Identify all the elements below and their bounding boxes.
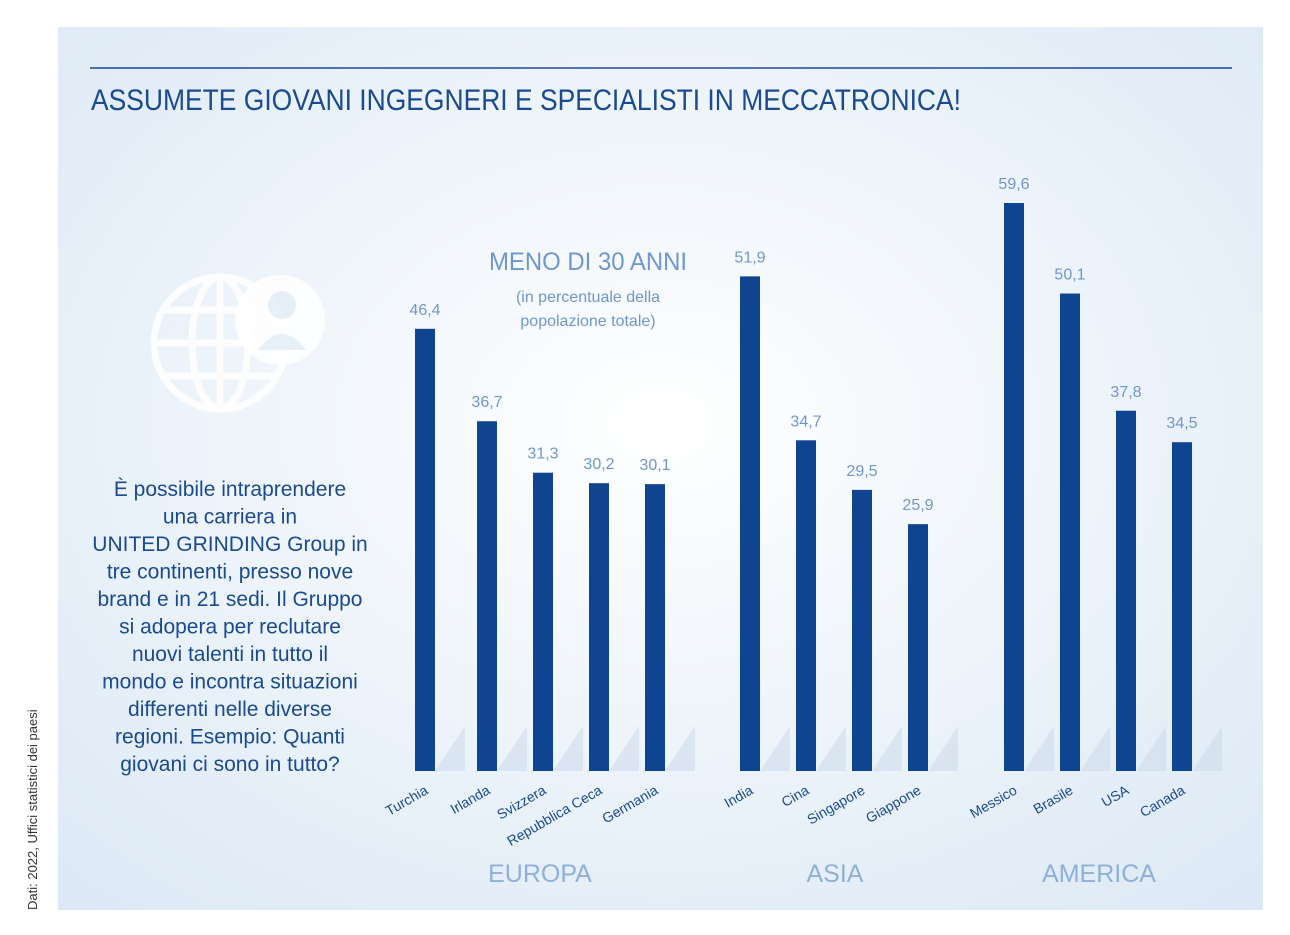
value-label: 36,7 xyxy=(471,394,502,411)
body-text: giovani ci sono in tutto? xyxy=(120,753,339,776)
bar xyxy=(533,472,553,771)
body-text: mondo e incontra situazioni xyxy=(102,671,358,694)
bar-shadow xyxy=(928,726,958,771)
bar xyxy=(1060,293,1080,771)
group-label: ASIA xyxy=(807,860,864,888)
value-label: 30,2 xyxy=(583,456,614,473)
value-label: 29,5 xyxy=(846,463,877,480)
body-text: regioni. Esempio: Quanti xyxy=(115,726,345,749)
bar xyxy=(477,421,497,771)
bar-shadow xyxy=(1080,726,1110,771)
bar xyxy=(740,276,760,771)
bar-shadow xyxy=(1192,726,1222,771)
bar xyxy=(589,483,609,771)
value-label: 34,7 xyxy=(790,413,821,430)
body-text: si adopera per reclutare xyxy=(119,616,341,639)
value-label: 37,8 xyxy=(1110,384,1141,401)
bar-shadow xyxy=(1024,726,1054,771)
body-text: nuovi talenti in tutto il xyxy=(132,643,328,666)
bar xyxy=(852,489,872,771)
bar xyxy=(415,328,435,771)
bar-shadow xyxy=(435,726,465,771)
bar-shadow xyxy=(553,726,583,771)
body-text: tre continenti, presso nove xyxy=(107,561,353,584)
value-label: 50,1 xyxy=(1054,267,1085,284)
group-label: AMERICA xyxy=(1042,860,1156,888)
body-text: una carriera in xyxy=(163,506,297,529)
body-text: È possibile intraprendere xyxy=(114,478,346,501)
bar-shadow xyxy=(872,726,902,771)
bar-shadow xyxy=(609,726,639,771)
value-label: 51,9 xyxy=(734,249,765,266)
chart-note: popolazione totale) xyxy=(520,313,655,330)
value-label: 25,9 xyxy=(902,497,933,514)
bar xyxy=(645,484,665,771)
bar-shadow xyxy=(665,726,695,771)
body-text: UNITED GRINDING Group in xyxy=(92,533,367,556)
bar xyxy=(908,524,928,771)
chart-title: ASSUMETE GIOVANI INGEGNERI E SPECIALISTI… xyxy=(91,84,961,117)
chart-subtitle: MENO DI 30 ANNI xyxy=(489,248,687,276)
bar-shadow xyxy=(816,726,846,771)
source-note: Dati: 2022, Uffici statistici dei paesi xyxy=(25,709,40,910)
bar xyxy=(1004,203,1024,771)
value-label: 46,4 xyxy=(409,302,440,319)
bar xyxy=(1172,442,1192,771)
body-text: brand e in 21 sedi. Il Gruppo xyxy=(97,588,362,611)
bar-shadow xyxy=(1136,726,1166,771)
value-label: 31,3 xyxy=(527,446,558,463)
bar xyxy=(1116,410,1136,771)
person-icon xyxy=(235,275,325,365)
value-label: 34,5 xyxy=(1166,415,1197,432)
group-label: EUROPA xyxy=(488,860,592,888)
chart-note: (in percentuale della xyxy=(516,289,660,306)
bar xyxy=(796,440,816,771)
bar-shadow xyxy=(497,726,527,771)
body-text: differenti nelle diverse xyxy=(128,698,332,721)
bar-shadow xyxy=(760,726,790,771)
value-label: 30,1 xyxy=(639,457,670,474)
value-label: 59,6 xyxy=(998,176,1029,193)
